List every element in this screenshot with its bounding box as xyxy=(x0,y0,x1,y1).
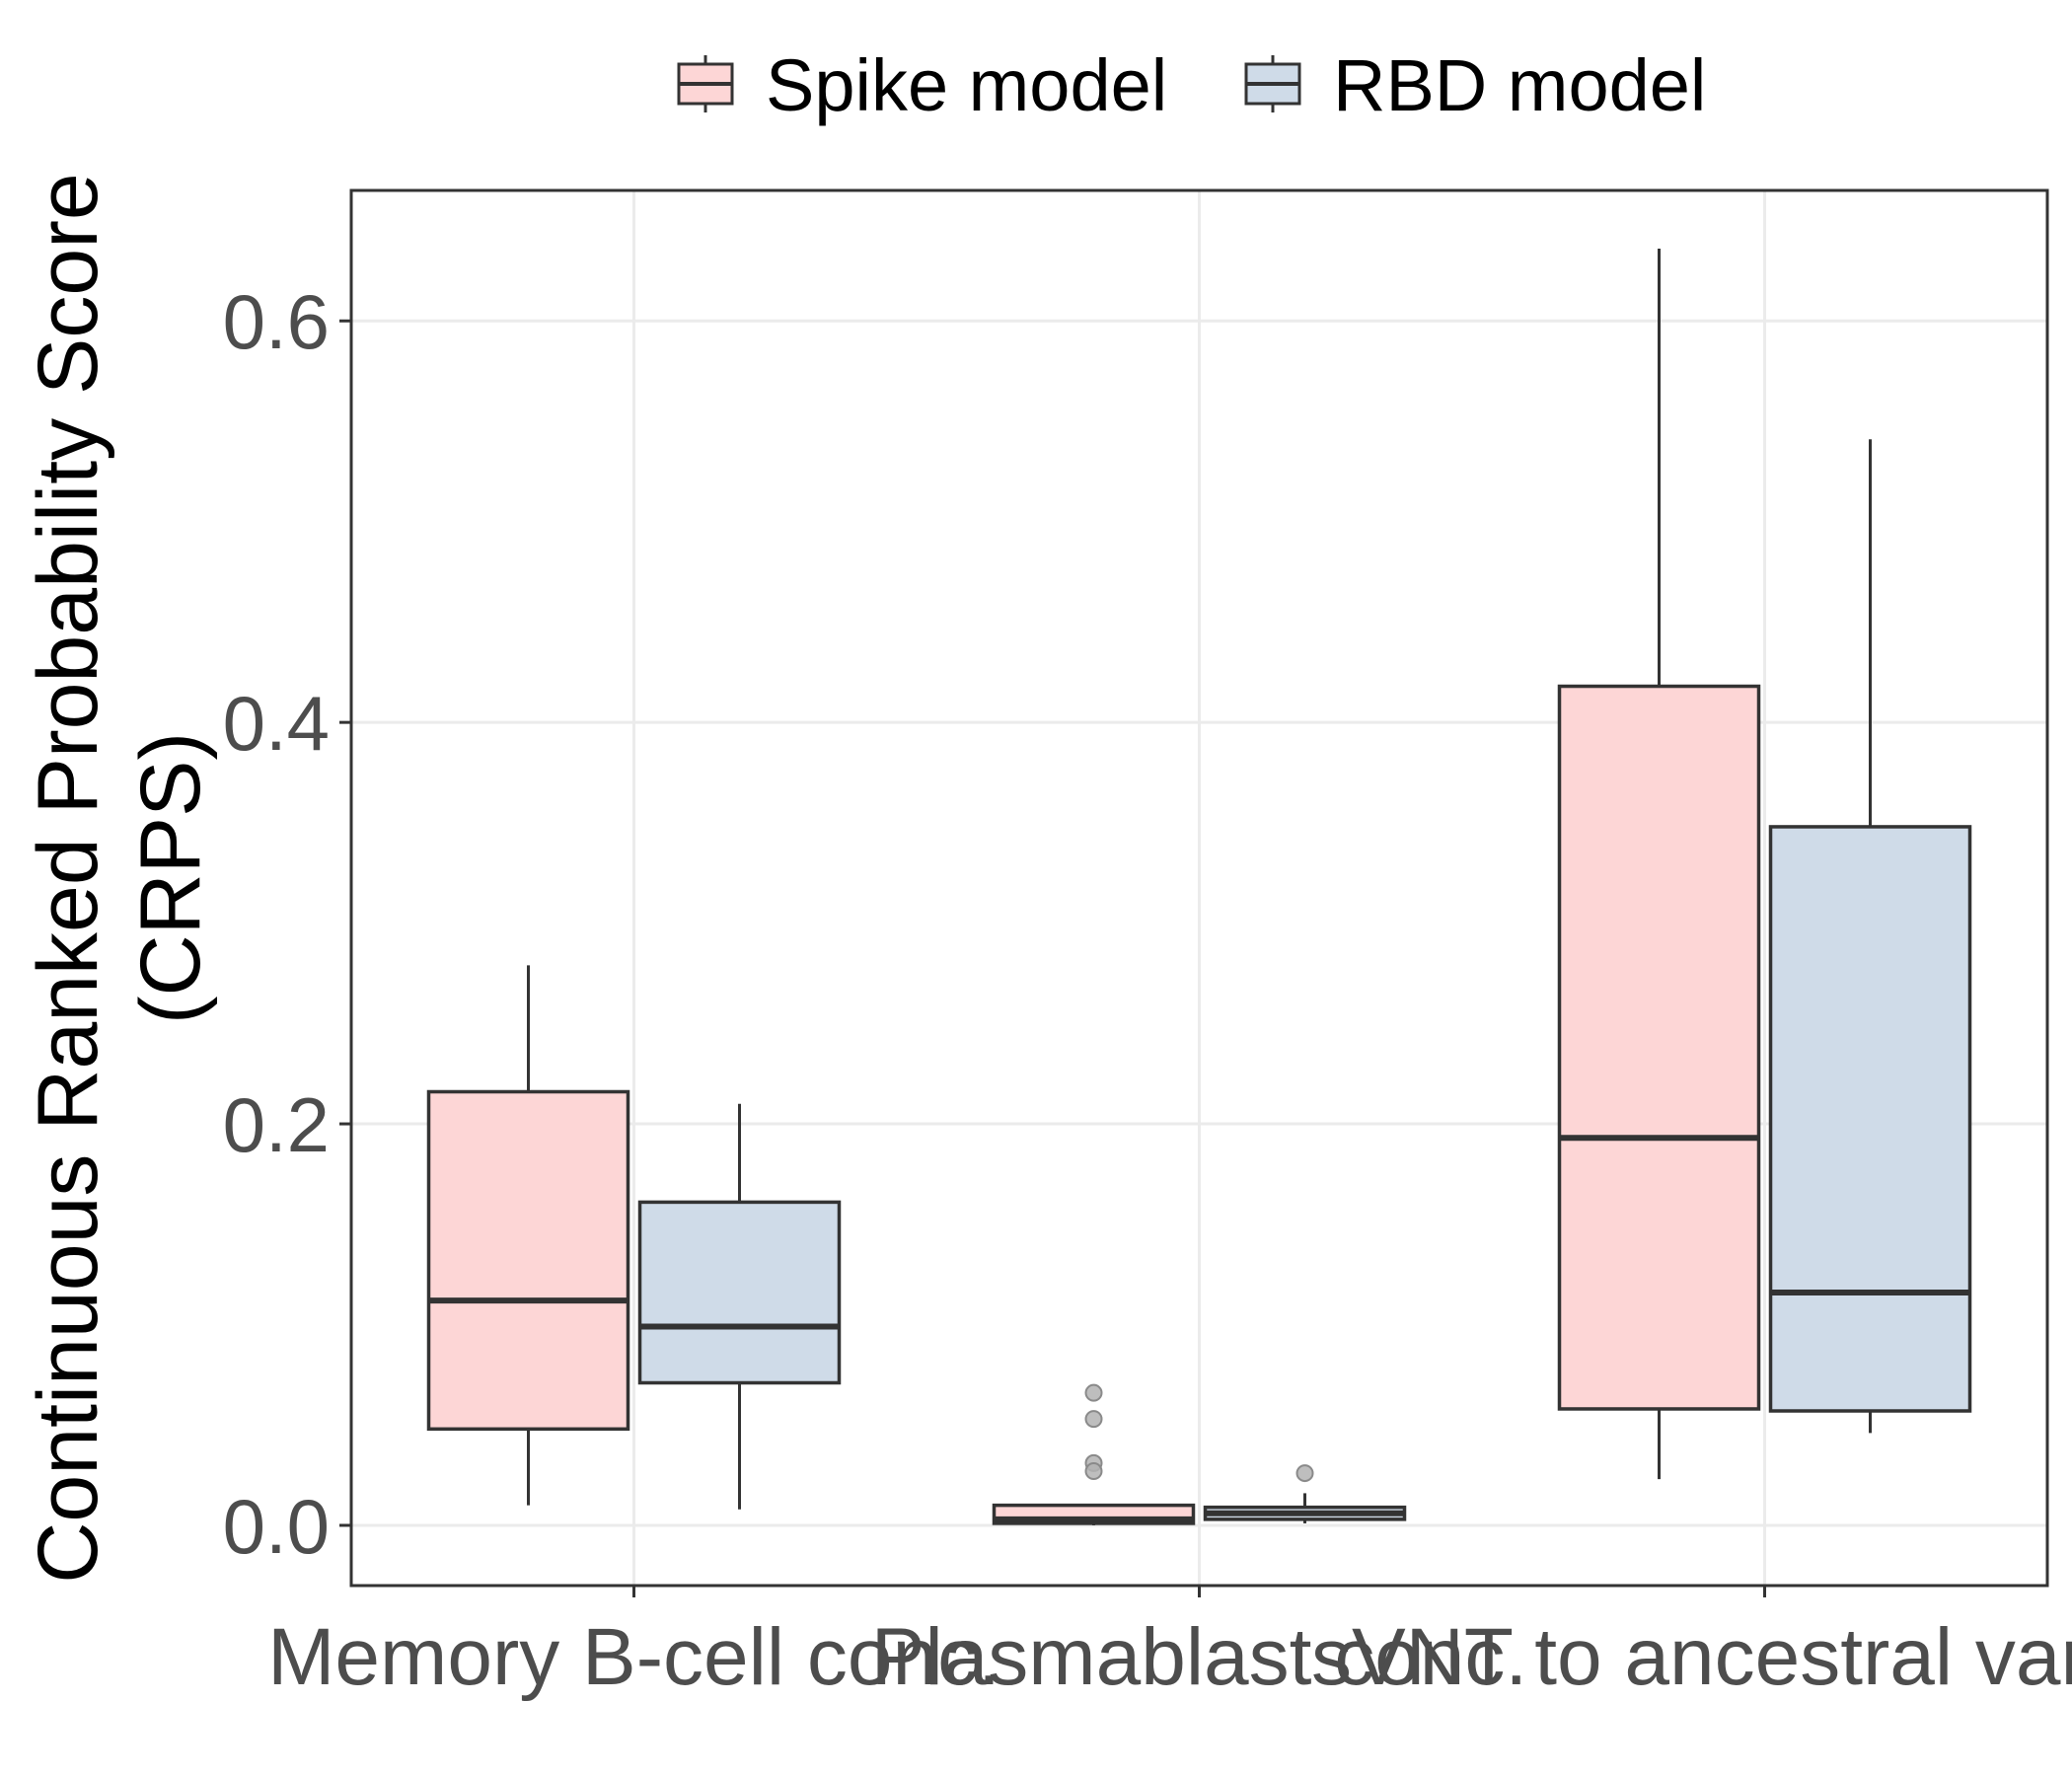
y-tick-label-1: 0.2 xyxy=(223,1081,330,1168)
outlier-s0-c1-0 xyxy=(1084,1383,1103,1402)
box-s0-c0 xyxy=(426,1089,630,1432)
y-axis-title: Continuous Ranked Probability Score (CRP… xyxy=(21,173,218,1583)
outlier-s0-c1-1 xyxy=(1084,1410,1103,1429)
y-axis-title-line-2: (CRPS) xyxy=(123,732,218,1024)
outlier-s1-c1-0 xyxy=(1295,1464,1314,1483)
plot-area: 0.0 0.2 0.4 0.6 Memory B-cell conc.Plasmabla… xyxy=(223,188,2072,1702)
y-tick-label-0: 0.0 xyxy=(223,1483,330,1570)
y-tick-label-2: 0.4 xyxy=(223,680,330,767)
x-tick-label-1: Plasmablast conc. xyxy=(871,1612,1527,1702)
legend-label-spike: Spike model xyxy=(766,44,1167,126)
legend-item-spike: Spike model xyxy=(677,44,1167,126)
legend-item-rbd: RBD model xyxy=(1244,44,1706,126)
box-s0-c2 xyxy=(1557,684,1761,1411)
outlier-s0-c1-3 xyxy=(1084,1462,1103,1481)
x-tick-label-0: Memory B-cell conc. xyxy=(267,1612,1000,1702)
y-tick-label-3: 0.6 xyxy=(223,278,330,365)
legend: Spike model RBD model xyxy=(677,44,1706,126)
box-s1-c2 xyxy=(1768,825,1972,1413)
y-axis-title-line-1: Continuous Ranked Probability Score xyxy=(21,173,115,1583)
box-s1-c0 xyxy=(637,1200,842,1385)
legend-label-rbd: RBD model xyxy=(1333,44,1706,126)
x-tick-label-2: sVNT to ancestral variant xyxy=(1311,1612,2072,1702)
